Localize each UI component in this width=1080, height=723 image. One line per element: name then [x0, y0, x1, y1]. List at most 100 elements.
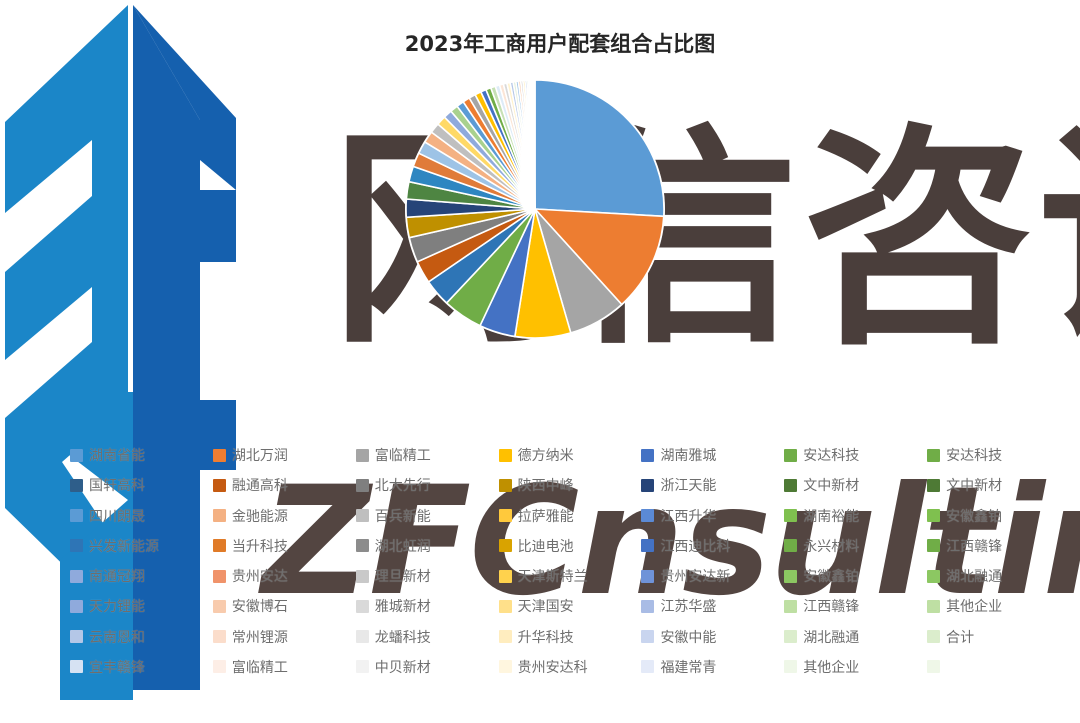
pie-slice[interactable]	[534, 79, 665, 218]
legend-item[interactable]: 雅城新材	[355, 592, 499, 620]
legend-item[interactable]: 安徽中能	[641, 623, 784, 651]
legend-swatch-icon	[641, 448, 655, 462]
legend-item[interactable]: 江西迪比科	[641, 532, 784, 560]
legend-item[interactable]: 文中新材	[927, 471, 1070, 499]
legend-item-label: 雅城新材	[374, 599, 431, 616]
legend-item[interactable]: 天津国安	[498, 592, 642, 620]
legend-item[interactable]: 湖北融通	[927, 562, 1070, 590]
legend-item[interactable]: 湖南省能	[70, 441, 213, 469]
legend-item-label: 湖北融通	[946, 569, 1003, 586]
legend-item-label: 贵州安达	[231, 569, 288, 586]
legend-item[interactable]: 安徽鑫铂	[927, 502, 1070, 530]
legend-item[interactable]: 四川朗晟	[70, 502, 213, 530]
legend-item[interactable]: 龙蟠科技	[355, 623, 499, 651]
legend-item[interactable]: 融通高科	[212, 471, 356, 499]
zf-double-arrow-logo	[5, 5, 236, 700]
legend-item[interactable]: 江苏华盛	[641, 592, 784, 620]
legend-item-label: 文中新材	[803, 478, 860, 495]
legend-item[interactable]: 国轩高科	[70, 471, 213, 499]
legend-column: 安达科技 文中新材安徽鑫铂 江西赣锋湖北融通其他企业合计	[927, 441, 1070, 681]
legend-item[interactable]: 贵州安达	[212, 562, 356, 590]
legend-item[interactable]: 中贝新材	[355, 653, 499, 681]
legend-swatch-icon	[70, 478, 83, 492]
pie-slice-group	[405, 79, 665, 339]
legend-item[interactable]: 湖北融通	[784, 623, 927, 651]
legend-item[interactable]: 湖北虹润	[355, 532, 499, 560]
legend-item[interactable]: 江西升华	[641, 502, 784, 530]
legend-item-label: 江西赣锋	[803, 599, 860, 616]
legend-item[interactable]: 南通冠翔	[70, 562, 213, 590]
legend-item[interactable]: 江西赣锋	[927, 532, 1070, 560]
legend-swatch-icon	[355, 478, 369, 492]
legend-swatch-icon	[641, 599, 655, 613]
legend-item[interactable]: 安达科技	[927, 441, 1070, 469]
legend-item-label: 拉萨雅能	[517, 508, 574, 525]
legend-item[interactable]: 升华科技	[498, 623, 642, 651]
legend-swatch-icon	[498, 630, 512, 644]
legend-item[interactable]: 贵州安达科	[498, 653, 642, 681]
legend-item[interactable]: 当升科技	[212, 532, 356, 560]
legend-item[interactable]: 永兴材料	[784, 532, 927, 560]
legend-item[interactable]: 北大先行	[355, 471, 499, 499]
legend-swatch-icon	[784, 509, 798, 523]
legend-item[interactable]: 比迪电池	[498, 532, 642, 560]
legend-item[interactable]: 天力锂能	[70, 592, 213, 620]
legend-swatch-icon	[641, 569, 655, 583]
legend-swatch-icon	[927, 630, 941, 644]
legend-item-label: 湖南省能	[89, 448, 145, 465]
legend-item-label: 安徽博石	[231, 599, 288, 616]
pie-slice[interactable]	[533, 79, 536, 210]
legend-item[interactable]: 百兵新能	[355, 502, 499, 530]
legend-item[interactable]: 湖南雅城	[641, 441, 784, 469]
legend-swatch-icon	[927, 448, 941, 462]
legend-item[interactable]: 江西赣锋	[784, 592, 927, 620]
pie-chart-svg	[405, 79, 665, 339]
legend-item[interactable]: 宜丰赣锋	[70, 653, 213, 681]
legend-item[interactable]: 浙江天能	[641, 471, 784, 499]
legend-item[interactable]: 其他企业	[784, 653, 927, 681]
legend-swatch-icon	[212, 660, 226, 674]
legend-item[interactable]: 贵州安达新	[641, 562, 784, 590]
legend-swatch-icon	[641, 630, 655, 644]
legend-item-label: 福建常青	[660, 659, 717, 676]
legend-item[interactable]: 富临精工	[212, 653, 356, 681]
legend-item[interactable]: 其他企业	[927, 592, 1070, 620]
legend-item[interactable]: 常州锂源	[212, 623, 356, 651]
legend-item-label: 当升科技	[231, 538, 288, 555]
legend-item[interactable]: 理旦新材	[355, 562, 499, 590]
legend-item[interactable]: 合计	[927, 623, 1070, 651]
legend-item-label: 湖北万润	[231, 448, 288, 465]
logo-lower-chevron	[60, 392, 133, 700]
legend-item[interactable]: 德方纳米	[498, 441, 642, 469]
legend-item[interactable]	[927, 653, 1070, 681]
legend-swatch-icon	[70, 630, 83, 644]
pie-slice[interactable]	[533, 208, 665, 306]
legend-item[interactable]: 湖北万润	[212, 441, 356, 469]
legend-swatch-icon	[641, 539, 655, 553]
legend-item[interactable]: 湖南裕能	[784, 502, 927, 530]
legend-item[interactable]: 金驰能源	[212, 502, 356, 530]
legend-item[interactable]: 福建常青	[641, 653, 784, 681]
logo-right-arrow	[133, 5, 236, 690]
legend-item-label: 富临精工	[374, 448, 431, 465]
legend-item-label: 常州锂源	[231, 629, 288, 646]
legend-item[interactable]: 天津斯特兰	[498, 562, 642, 590]
legend-item[interactable]: 安徽鑫铂	[784, 562, 927, 590]
legend-item-label: 理旦新材	[374, 569, 431, 586]
legend-item[interactable]: 云南恩和	[70, 623, 213, 651]
logo-left-arrow	[5, 5, 128, 628]
legend-swatch-icon	[498, 660, 512, 674]
legend-item-label: 兴发新能源	[89, 538, 159, 555]
legend-column: 安达科技文中新材湖南裕能 永兴材料 安徽鑫铂江西赣锋湖北融通 其他企业	[784, 441, 927, 681]
legend-item[interactable]: 拉萨雅能	[498, 502, 642, 530]
legend-item[interactable]: 陕西中峰	[498, 471, 642, 499]
legend-item-label: 金驰能源	[231, 508, 288, 525]
legend-item[interactable]: 富临精工	[355, 441, 499, 469]
legend-swatch-icon	[70, 539, 83, 553]
chart-title: 2023年工商用户配套组合占比图	[404, 32, 716, 56]
legend-item[interactable]: 安达科技	[784, 441, 927, 469]
legend-item[interactable]: 安徽博石	[212, 592, 356, 620]
legend-item-label: 四川朗晟	[89, 508, 145, 525]
legend-item[interactable]: 文中新材	[784, 471, 927, 499]
legend-item[interactable]: 兴发新能源	[70, 532, 213, 560]
